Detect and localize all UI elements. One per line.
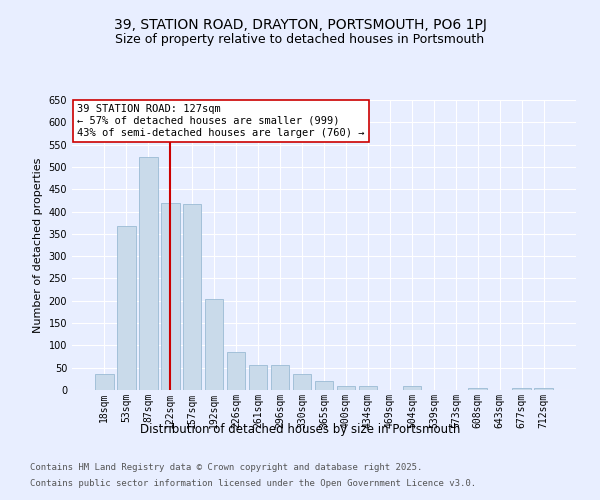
Bar — [117, 226, 136, 390]
Text: 39, STATION ROAD, DRAYTON, PORTSMOUTH, PO6 1PJ: 39, STATION ROAD, DRAYTON, PORTSMOUTH, P… — [113, 18, 487, 32]
Bar — [403, 386, 421, 390]
Bar — [139, 157, 158, 390]
Bar — [205, 298, 223, 390]
Bar — [249, 366, 268, 390]
Text: Contains HM Land Registry data © Crown copyright and database right 2025.: Contains HM Land Registry data © Crown c… — [30, 464, 422, 472]
Bar — [314, 381, 334, 390]
Bar — [161, 202, 179, 390]
Text: Contains public sector information licensed under the Open Government Licence v3: Contains public sector information licen… — [30, 478, 476, 488]
Bar — [183, 204, 202, 390]
Bar — [293, 374, 311, 390]
Bar — [469, 388, 487, 390]
Bar — [271, 366, 289, 390]
Text: Size of property relative to detached houses in Portsmouth: Size of property relative to detached ho… — [115, 32, 485, 46]
Y-axis label: Number of detached properties: Number of detached properties — [33, 158, 43, 332]
Text: 39 STATION ROAD: 127sqm
← 57% of detached houses are smaller (999)
43% of semi-d: 39 STATION ROAD: 127sqm ← 57% of detache… — [77, 104, 365, 138]
Bar — [337, 386, 355, 390]
Bar — [95, 374, 113, 390]
Bar — [359, 386, 377, 390]
Text: Distribution of detached houses by size in Portsmouth: Distribution of detached houses by size … — [140, 422, 460, 436]
Bar — [535, 388, 553, 390]
Bar — [512, 388, 531, 390]
Bar — [227, 352, 245, 390]
